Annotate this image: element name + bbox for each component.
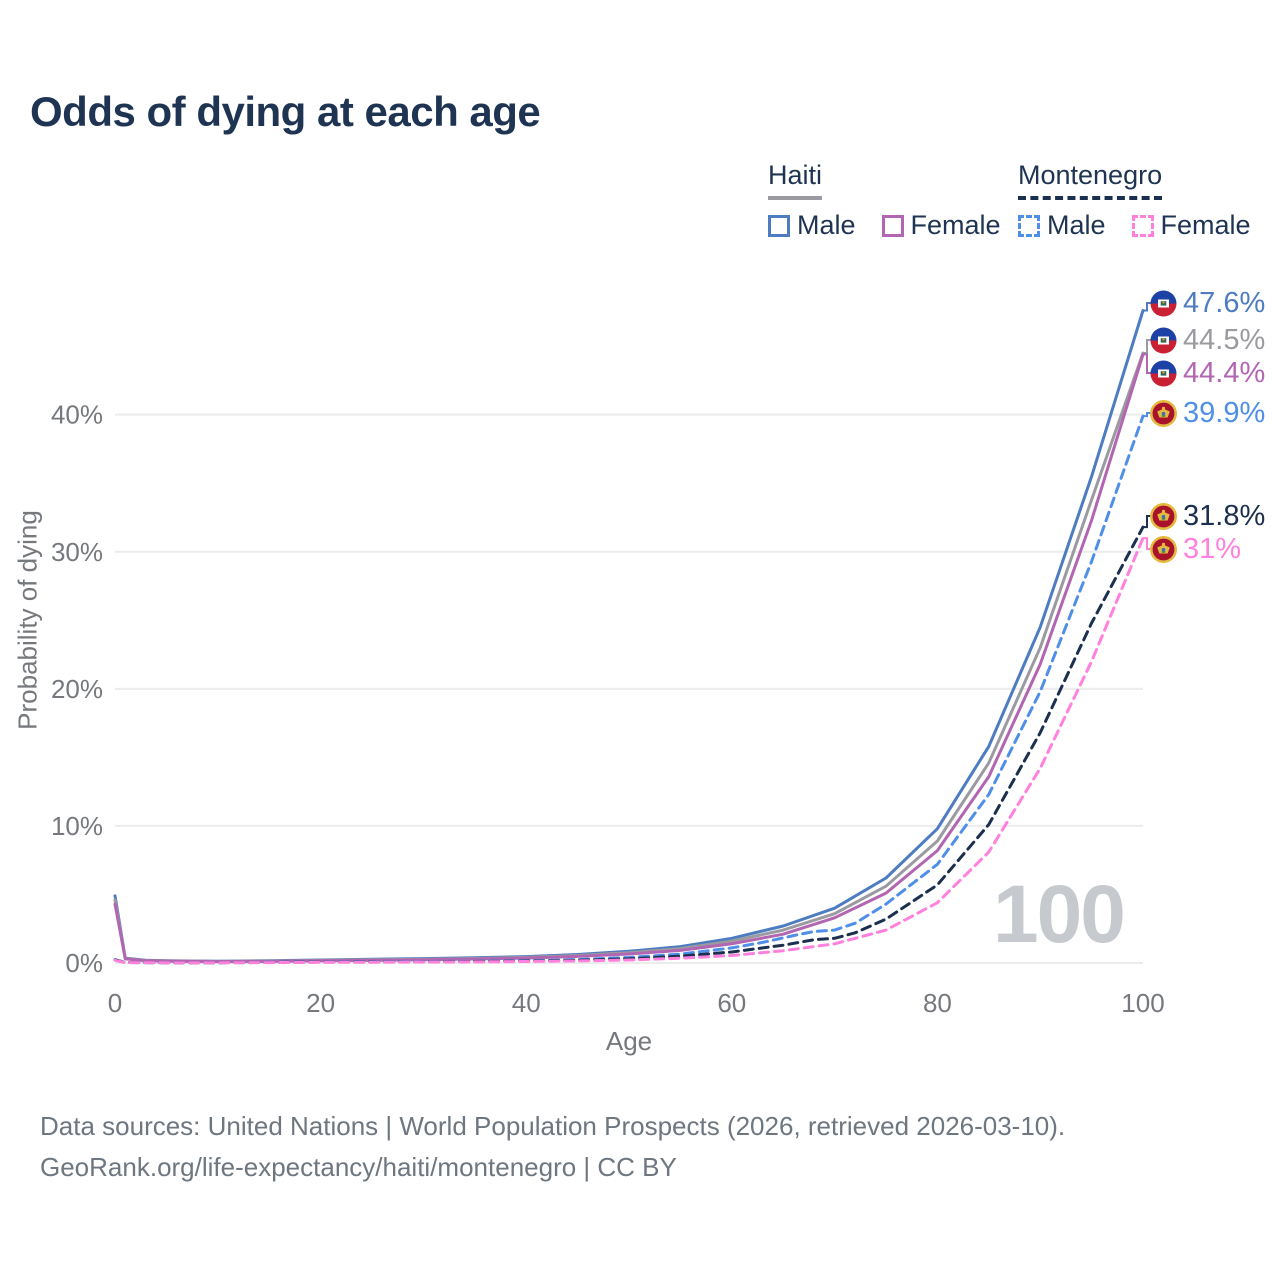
haiti-flag-icon (1150, 290, 1177, 316)
legend-item-montenegro-male[interactable]: Male (1018, 210, 1106, 241)
legend-group-montenegro: Montenegro Male Female (1018, 160, 1251, 241)
label-connector (1143, 353, 1153, 374)
montenegro-flag-icon (1150, 399, 1177, 427)
label-connector (1143, 412, 1153, 418)
legend-label: Male (797, 210, 856, 240)
y-tick-label-0: 0% (65, 948, 103, 978)
x-tick-label-0: 0 (108, 988, 122, 1018)
end-value: 39.9% (1183, 396, 1266, 429)
x-tick-label-20: 20 (306, 988, 335, 1018)
y-tick-label-10: 10% (51, 811, 103, 841)
footer-line-1: Data sources: United Nations | World Pop… (40, 1111, 1066, 1141)
label-connector (1143, 339, 1153, 354)
series-line-haiti-female (113, 352, 1145, 963)
x-tick-label-60: 60 (717, 988, 746, 1018)
end-value: 31% (1183, 532, 1242, 565)
end-value: 44.5% (1183, 323, 1266, 356)
y-axis-label: Probability of dying (12, 510, 43, 730)
legend-item-haiti-male[interactable]: Male (768, 210, 856, 241)
legend-item-haiti-female[interactable]: Female (881, 210, 1001, 241)
label-connector (1143, 537, 1153, 550)
data-source-footer: Data sources: United Nations | World Pop… (40, 1106, 1065, 1188)
end-label-haiti-female: 44.4% (1149, 356, 1266, 389)
legend-title-haiti[interactable]: Haiti (768, 160, 823, 200)
end-label-montenegro-male: 39.9% (1149, 396, 1266, 429)
haiti-male-swatch-icon (768, 214, 790, 237)
footer-line-2: GeoRank.org/life-expectancy/haiti/monten… (40, 1152, 677, 1182)
end-value: 31.8% (1183, 499, 1266, 532)
end-value: 47.6% (1183, 286, 1266, 319)
montenegro-female-swatch-icon (1131, 214, 1154, 237)
haiti-flag-icon (1150, 327, 1177, 353)
x-tick-label-80: 80 (923, 988, 952, 1018)
end-label-haiti-both: 44.5% (1149, 323, 1266, 356)
series-line-haiti-both-sexes- (113, 351, 1145, 963)
legend-label: Female (1160, 210, 1251, 240)
montenegro-flag-icon (1150, 502, 1177, 530)
end-label-montenegro-both: 31.8% (1149, 499, 1266, 532)
y-tick-label-40: 40% (51, 400, 103, 430)
series-line-montenegro-both-sexes- (113, 525, 1145, 965)
legend-label: Female (910, 210, 1001, 240)
legend-item-montenegro-female[interactable]: Female (1131, 210, 1251, 241)
label-connector (1143, 302, 1153, 312)
legend-label: Male (1047, 210, 1106, 240)
haiti-flag-icon (1150, 360, 1177, 386)
end-label-haiti-male: 47.6% (1149, 286, 1266, 319)
page-title: Odds of dying at each age (30, 88, 541, 135)
x-tick-label-100: 100 (1121, 988, 1164, 1018)
y-tick-label-30: 30% (51, 537, 103, 567)
legend-title-montenegro[interactable]: Montenegro (1018, 160, 1163, 200)
montenegro-male-swatch-icon (1018, 214, 1040, 237)
x-axis-label: Age (605, 1026, 653, 1056)
y-tick-label-20: 20% (51, 674, 103, 704)
x-tick-label-40: 40 (512, 988, 541, 1018)
legend-group-haiti: Haiti Male Female (768, 160, 1001, 241)
end-value: 44.4% (1183, 356, 1266, 389)
haiti-female-swatch-icon (881, 214, 904, 237)
end-label-montenegro-female: 31% (1149, 532, 1242, 565)
series-line-haiti-male (113, 309, 1145, 963)
label-connector (1143, 515, 1153, 529)
age-watermark: 100 (993, 869, 1126, 960)
montenegro-flag-icon (1150, 535, 1177, 563)
series-line-montenegro-female (113, 536, 1145, 965)
